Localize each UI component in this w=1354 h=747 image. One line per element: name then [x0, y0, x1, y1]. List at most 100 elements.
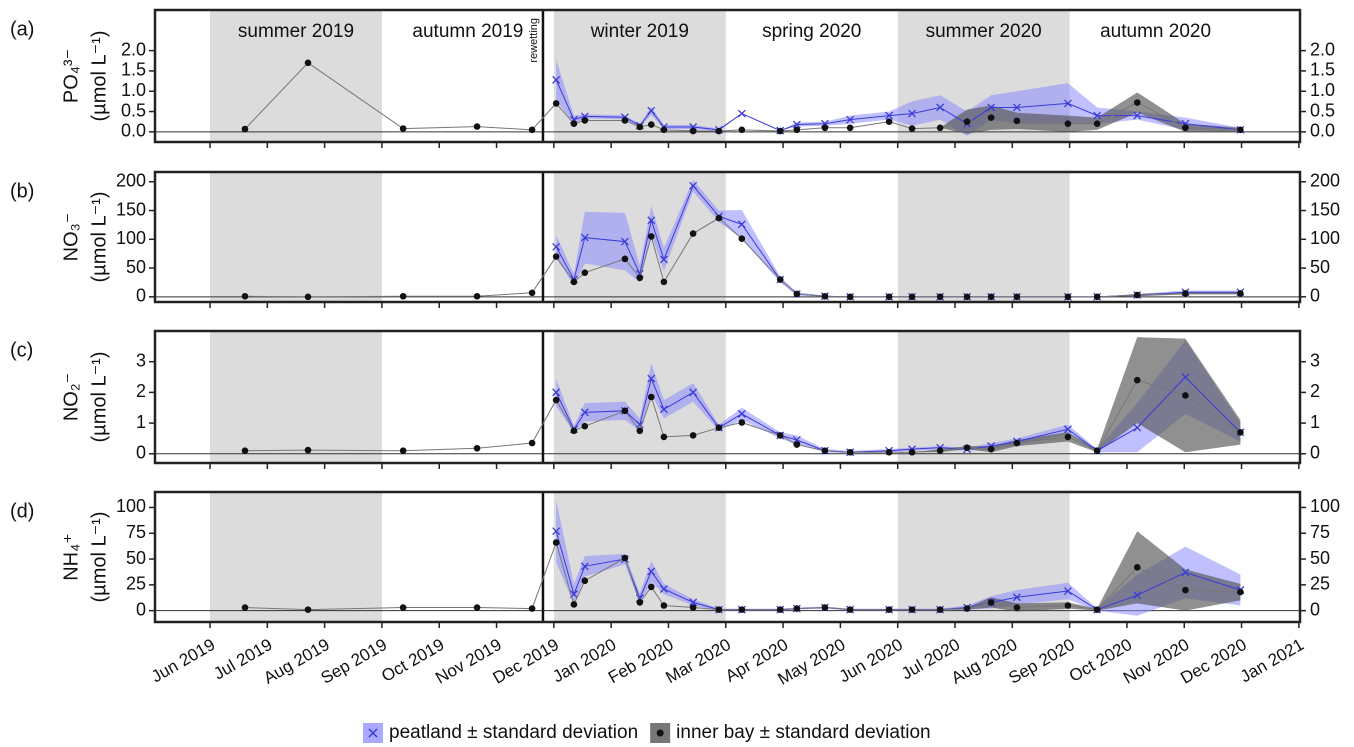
marker-dot [1013, 293, 1021, 301]
y-tick-label-right: 25 [1310, 574, 1330, 594]
marker-dot [581, 117, 589, 124]
marker-x [580, 408, 589, 417]
y-tick-label-right: 0.0 [1310, 121, 1335, 141]
marker-dot [715, 606, 723, 613]
y-tick-label-right: 2.0 [1310, 39, 1335, 59]
y-tick-label-right: 150 [1310, 199, 1340, 219]
marker-dot [987, 293, 995, 301]
y-tick-label-right: 100 [1310, 496, 1340, 516]
y-tick-label: 1.0 [121, 80, 146, 100]
panel-label: (a) [10, 18, 34, 40]
marker-x [1181, 373, 1190, 382]
y-axis-label: NH₄⁺ [60, 533, 82, 581]
series-line [244, 379, 1241, 453]
marker-dot [793, 441, 801, 448]
marker-dot [885, 293, 893, 301]
marker-x [737, 109, 746, 118]
marker-x [1063, 99, 1072, 108]
marker-dot [1237, 290, 1244, 297]
marker-x [647, 216, 656, 225]
marker-dot [1133, 99, 1141, 106]
marker-dot [885, 118, 893, 125]
marker-x [580, 233, 589, 242]
marker-x [552, 242, 561, 251]
y-tick-label-right: 0.5 [1310, 100, 1335, 120]
y-tick-label: 200 [116, 171, 146, 191]
marker-dot [987, 114, 995, 121]
marker-dot [304, 606, 312, 613]
marker-dot [570, 278, 578, 286]
y-tick-label-right: 0 [1310, 286, 1320, 306]
marker-dot [963, 605, 971, 612]
marker-dot [1182, 290, 1189, 297]
y-tick-label-right: 50 [1310, 548, 1330, 568]
legend-marker [368, 728, 378, 738]
season-label: autumn 2019 [412, 21, 523, 42]
marker-dot [689, 432, 697, 439]
marker-dot [715, 214, 723, 222]
marker-dot [647, 583, 655, 591]
marker-dot [1064, 433, 1072, 441]
marker-dot [936, 606, 944, 613]
y-tick-label-right: 2 [1310, 381, 1320, 401]
y-tick-label: 0 [136, 599, 146, 619]
marker-x [647, 106, 656, 115]
marker-dot [1237, 126, 1244, 134]
marker-dot [689, 230, 697, 237]
x-tick-label: Mar 2020 [662, 635, 734, 687]
marker-dot [885, 606, 893, 613]
marker-dot [936, 447, 944, 455]
marker-dot [399, 604, 407, 611]
marker-dot [963, 293, 971, 301]
marker-dot [885, 448, 893, 456]
marker-dot [473, 604, 481, 611]
marker-dot [936, 293, 944, 301]
marker-dot [987, 445, 995, 453]
sd-band [244, 531, 1241, 612]
y-tick-label: 1 [136, 412, 146, 432]
marker-x [1012, 593, 1021, 602]
marker-dot [908, 606, 916, 613]
y-tick-label-right: 1.0 [1310, 80, 1335, 100]
marker-dot [793, 290, 801, 298]
marker-dot [689, 127, 697, 135]
y-axis-unit: (µmol L⁻¹) [88, 31, 110, 122]
marker-x [689, 181, 698, 190]
marker-dot [1093, 293, 1101, 301]
marker-dot [621, 255, 629, 263]
marker-dot [821, 447, 829, 455]
marker-dot [1064, 602, 1072, 609]
y-axis-unit: (µmol L⁻¹) [88, 512, 110, 603]
marker-dot [1182, 586, 1189, 594]
marker-x [659, 255, 668, 264]
marker-dot [473, 444, 481, 452]
marker-dot [738, 235, 746, 243]
marker-x [936, 103, 945, 112]
marker-dot [660, 278, 668, 286]
season-shade [210, 331, 382, 463]
y-tick-label: 2.0 [121, 39, 146, 59]
marker-dot [528, 126, 536, 134]
x-tick-label: Dec 2019 [490, 635, 563, 688]
y-tick-label-right: 0 [1310, 443, 1320, 463]
marker-dot [715, 424, 723, 431]
marker-x [552, 527, 561, 536]
y-tick-label: 0.0 [121, 121, 146, 141]
marker-dot [304, 446, 312, 454]
marker-dot [399, 447, 407, 455]
marker-dot [552, 100, 560, 107]
y-axis-unit: (µmol L⁻¹) [88, 352, 110, 443]
y-axis-label: PO₄³⁻ [60, 49, 82, 103]
marker-dot [399, 292, 407, 300]
y-tick-label: 0 [136, 286, 146, 306]
y-tick-label-right: 50 [1310, 257, 1330, 277]
marker-dot [581, 269, 589, 276]
y-tick-label: 3 [136, 350, 146, 370]
marker-dot [793, 126, 801, 134]
marker-dot [1133, 291, 1141, 299]
marker-dot [821, 604, 829, 611]
marker-x [1012, 103, 1021, 112]
marker-dot [636, 599, 644, 606]
marker-dot [528, 605, 536, 612]
marker-dot [581, 422, 589, 430]
